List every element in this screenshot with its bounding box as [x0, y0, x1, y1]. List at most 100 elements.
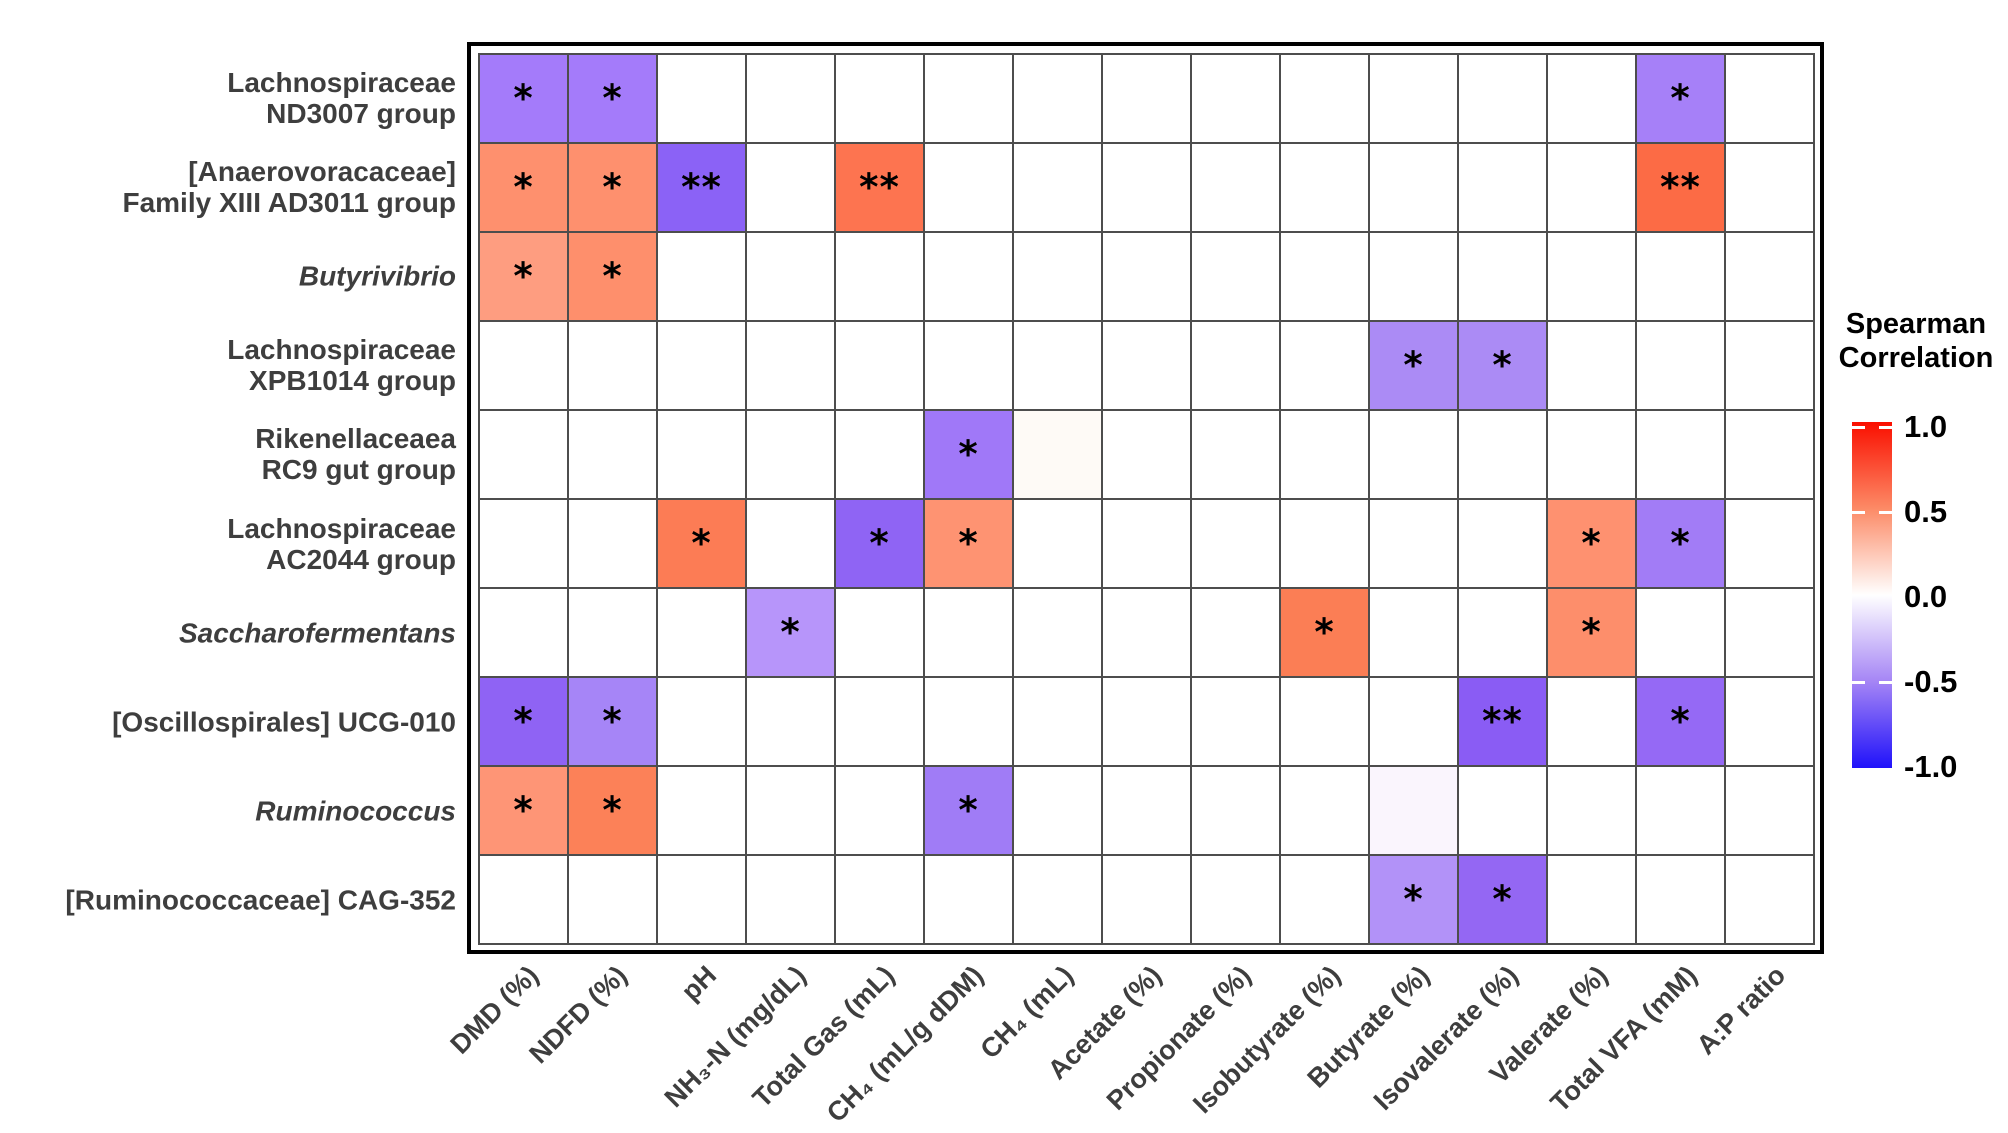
heatmap-cell	[1280, 766, 1369, 855]
heatmap-cell	[1369, 588, 1458, 677]
heatmap-cell	[1547, 54, 1636, 143]
heatmap-cell	[1013, 232, 1102, 321]
colorbar-tick-mark	[1879, 425, 1892, 429]
heatmap-cell: *	[1280, 588, 1369, 677]
heatmap-cell	[1191, 321, 1280, 410]
significance-marker: *	[958, 433, 979, 476]
significance-marker: *	[1492, 344, 1513, 387]
heatmap-cell	[1102, 588, 1191, 677]
heatmap-cell	[479, 855, 568, 944]
heatmap-cell	[1547, 855, 1636, 944]
heatmap-cell: **	[657, 143, 746, 232]
heatmap-cell	[1458, 766, 1547, 855]
column-label: A:P ratio	[1691, 960, 1792, 1061]
row-label-line: AC2044 group	[266, 543, 456, 575]
heatmap-cell	[746, 321, 835, 410]
row-label-line: ND3007 group	[266, 97, 456, 129]
heatmap-cell: *	[657, 499, 746, 588]
heatmap-cell	[1280, 321, 1369, 410]
significance-marker: *	[513, 255, 534, 298]
significance-marker: *	[869, 522, 890, 565]
heatmap-cell	[835, 588, 924, 677]
heatmap-cell	[1725, 677, 1814, 766]
heatmap-cell	[657, 232, 746, 321]
colorbar-tick-mark	[1852, 425, 1865, 429]
heatmap-cell	[1369, 54, 1458, 143]
colorbar-tick-mark	[1879, 510, 1892, 514]
heatmap-cell	[1547, 677, 1636, 766]
significance-marker: *	[602, 789, 623, 832]
heatmap-cell: **	[1458, 677, 1547, 766]
plot-panel-border	[467, 42, 1824, 954]
heatmap-cell	[746, 677, 835, 766]
heatmap-cell	[924, 54, 1013, 143]
heatmap-cell	[479, 410, 568, 499]
significance-marker: *	[1670, 522, 1691, 565]
heatmap-cell	[1191, 232, 1280, 321]
heatmap-cell	[1369, 677, 1458, 766]
significance-marker: *	[513, 166, 534, 209]
heatmap-cell	[657, 855, 746, 944]
heatmap-cell	[835, 766, 924, 855]
heatmap-cell: *	[924, 766, 1013, 855]
heatmap-cell	[1636, 766, 1725, 855]
heatmap-cell: *	[1369, 321, 1458, 410]
heatmap-cell	[657, 321, 746, 410]
colorbar-tick-mark	[1852, 680, 1865, 684]
heatmap-cell	[835, 855, 924, 944]
legend-title-line1: Spearman	[1845, 308, 1987, 340]
row-label: Rikenellaceaea RC9 gut group	[0, 423, 456, 485]
heatmap-cell	[1725, 321, 1814, 410]
heatmap-cell: *	[1636, 499, 1725, 588]
heatmap-cell	[746, 766, 835, 855]
heatmap-cell	[1636, 232, 1725, 321]
heatmap-cell	[1458, 232, 1547, 321]
heatmap-grid: * * * * * ** ** ** * * * * * * * * * * * * * * * ** * * * * * *	[478, 53, 1815, 945]
significance-marker: *	[513, 77, 534, 120]
heatmap-cell	[1013, 855, 1102, 944]
heatmap-cell	[657, 410, 746, 499]
row-label-line: [Ruminococcaceae] CAG-352	[65, 884, 456, 916]
heatmap-cell: **	[835, 143, 924, 232]
heatmap-cell: *	[924, 410, 1013, 499]
heatmap-cell	[568, 410, 657, 499]
significance-marker: *	[1314, 611, 1335, 654]
heatmap-cell	[479, 588, 568, 677]
legend-title: Spearman Correlation	[1824, 307, 2008, 375]
heatmap-cell	[1725, 54, 1814, 143]
row-label-line: Ruminococcus	[255, 795, 456, 827]
heatmap-cell	[1636, 321, 1725, 410]
heatmap-cell	[924, 143, 1013, 232]
heatmap-cell	[835, 410, 924, 499]
colorbar-tick-mark	[1852, 510, 1865, 514]
row-label: Lachnospiraceae XPB1014 group	[0, 334, 456, 396]
heatmap-cell	[746, 143, 835, 232]
heatmap-cell: **	[1636, 143, 1725, 232]
heatmap-cell	[479, 499, 568, 588]
row-label-line: Butyrivibrio	[298, 260, 456, 292]
heatmap-cell	[1102, 232, 1191, 321]
heatmap-cell	[657, 54, 746, 143]
heatmap-cell	[835, 232, 924, 321]
heatmap-cell	[1636, 410, 1725, 499]
heatmap-cell	[746, 232, 835, 321]
heatmap-cell	[924, 321, 1013, 410]
heatmap-cell	[1547, 143, 1636, 232]
heatmap-cell: *	[568, 143, 657, 232]
significance-marker: *	[602, 166, 623, 209]
heatmap-cell	[1458, 588, 1547, 677]
significance-marker: *	[1403, 344, 1424, 387]
significance-marker: **	[1660, 166, 1701, 209]
row-label-line: Saccharofermentans	[178, 617, 456, 649]
heatmap-cell	[1191, 54, 1280, 143]
significance-marker: *	[1492, 878, 1513, 921]
heatmap-cell	[1102, 766, 1191, 855]
heatmap-cell	[1191, 855, 1280, 944]
heatmap-cell	[924, 677, 1013, 766]
heatmap-cell	[568, 855, 657, 944]
row-label-line: XPB1014 group	[249, 365, 456, 397]
heatmap-cell: *	[924, 499, 1013, 588]
row-label: Butyrivibrio	[0, 261, 456, 292]
heatmap-cell	[1280, 677, 1369, 766]
significance-marker: *	[780, 611, 801, 654]
